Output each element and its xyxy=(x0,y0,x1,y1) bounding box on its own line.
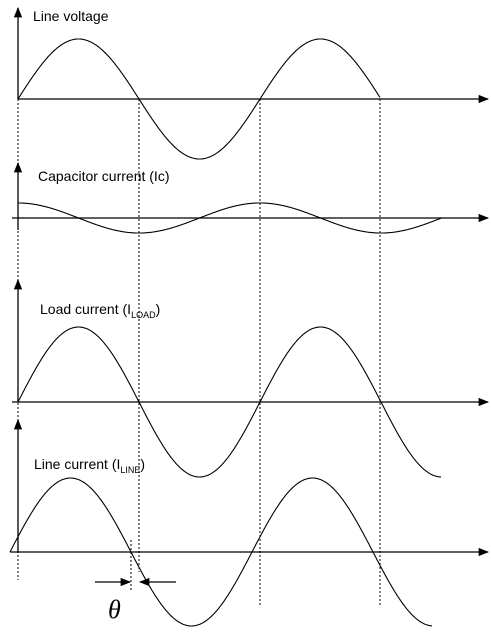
guides xyxy=(17,99,381,605)
phase-symbol: θ xyxy=(108,595,121,624)
panel-label: Line current (ILINE) xyxy=(34,456,145,475)
panel-label: Load current (ILOAD) xyxy=(40,301,160,320)
panel-label: Capacitor current (Ic) xyxy=(38,168,169,184)
label-subscript: LOAD xyxy=(131,310,156,320)
waveform xyxy=(17,38,381,160)
waveform xyxy=(9,477,433,627)
panel-label: Line voltage xyxy=(33,8,109,24)
label-subscript: LINE xyxy=(120,465,140,475)
label-text: Load current (I xyxy=(40,301,131,317)
label-suffix: ) xyxy=(140,456,145,472)
label-text: Line current (I xyxy=(34,456,120,472)
label-suffix: ) xyxy=(156,301,161,317)
waveform xyxy=(17,326,442,478)
waveform xyxy=(18,202,442,234)
